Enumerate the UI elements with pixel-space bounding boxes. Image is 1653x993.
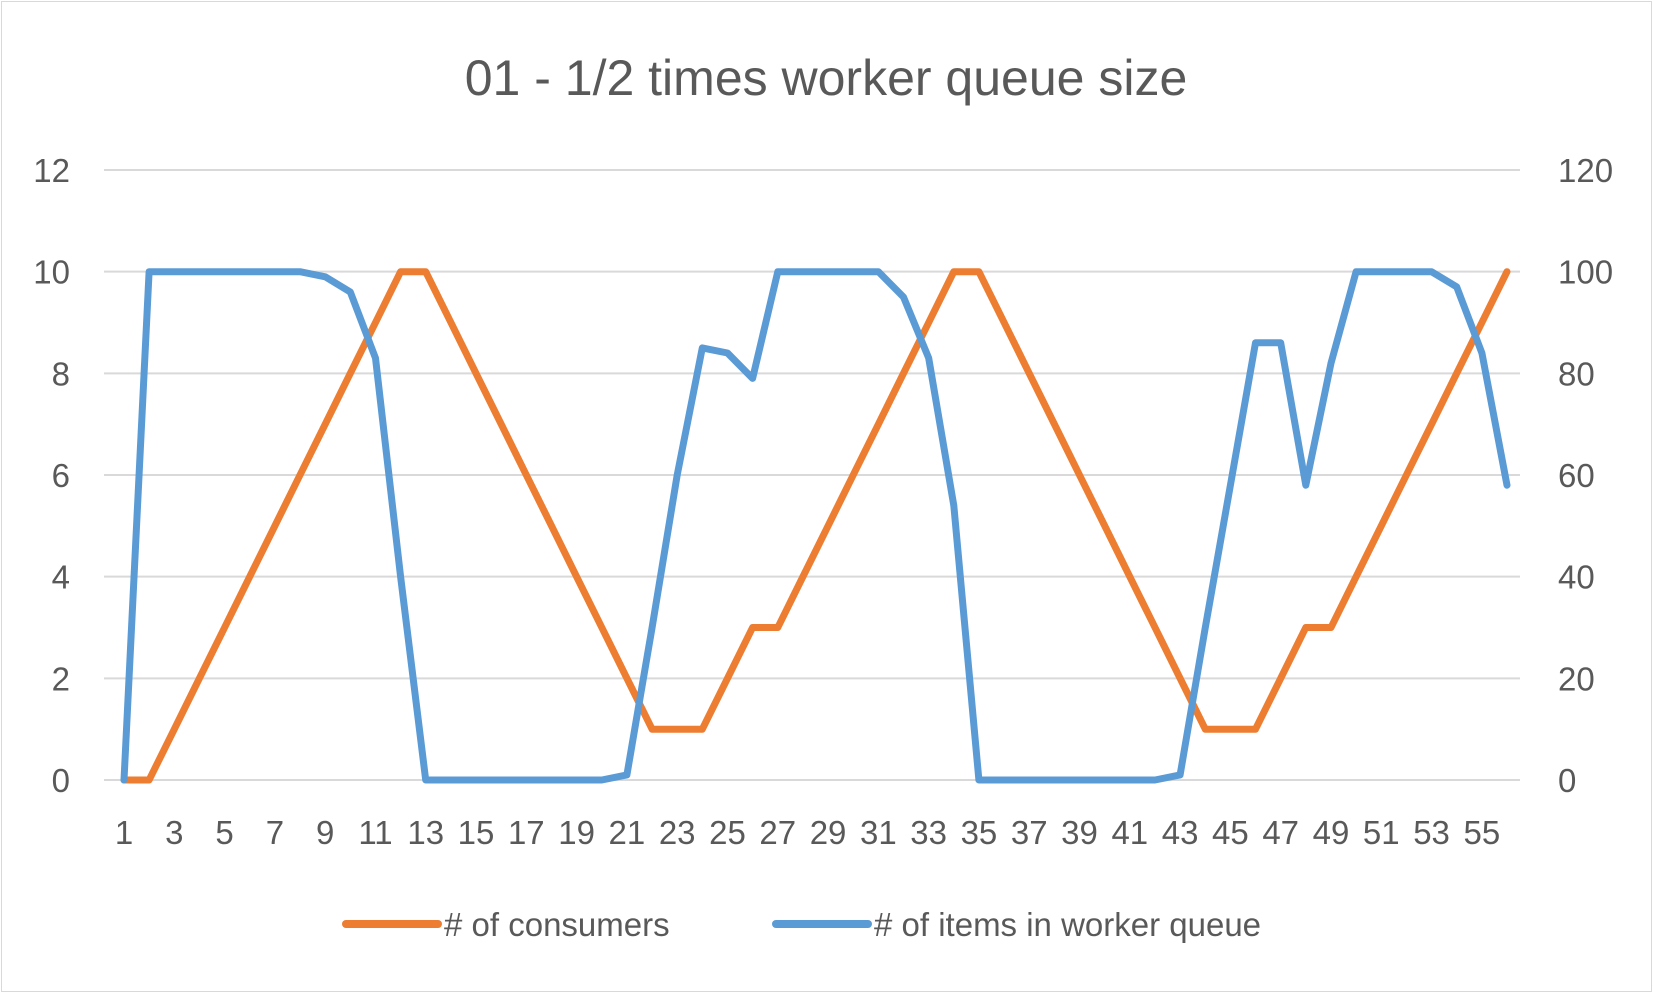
right-y-tick-label: 100 (1558, 254, 1613, 291)
legend-label: # of consumers (444, 906, 670, 943)
x-tick-label: 17 (508, 814, 545, 851)
left-y-tick-label: 4 (52, 559, 70, 596)
series-line-2 (120, 268, 1511, 784)
x-tick-label: 11 (358, 814, 392, 851)
right-y-axis: 0 20 40 60 80 100 120 (1558, 152, 1613, 799)
left-y-tick-label: 0 (52, 762, 70, 799)
legend-label: # of items in worker queue (874, 906, 1261, 943)
x-tick-label: 5 (215, 814, 233, 851)
x-tick-label: 39 (1061, 814, 1098, 851)
x-tick-label: 27 (759, 814, 796, 851)
x-tick-label: 33 (910, 814, 947, 851)
chart-title: 01 - 1/2 times worker queue size (465, 50, 1188, 106)
x-tick-label: 3 (165, 814, 183, 851)
right-y-tick-label: 40 (1558, 559, 1595, 596)
x-tick-label: 29 (810, 814, 847, 851)
right-y-tick-label: 20 (1558, 660, 1595, 697)
x-tick-label: 7 (266, 814, 284, 851)
x-tick-label: 47 (1262, 814, 1299, 851)
x-tick-label: 19 (558, 814, 595, 851)
right-y-tick-label: 60 (1558, 457, 1595, 494)
left-y-tick-label: 6 (52, 457, 70, 494)
left-y-tick-label: 2 (52, 660, 70, 697)
x-tick-label: 23 (659, 814, 696, 851)
x-tick-label: 43 (1162, 814, 1199, 851)
x-tick-label: 21 (609, 814, 646, 851)
x-tick-label: 49 (1313, 814, 1350, 851)
right-y-tick-label: 120 (1558, 152, 1613, 189)
x-tick-label: 15 (458, 814, 495, 851)
x-axis: 1 3 5 7 9 11 13 15 17 19 21 23 25 27 29 31 33 35 37 39 41 43 4… (115, 814, 1500, 851)
x-tick-label: 37 (1011, 814, 1048, 851)
series-lines (120, 268, 1511, 784)
left-y-axis: 0 2 4 6 8 10 12 (33, 152, 70, 799)
legend: # of consumers # of items in worker queue (342, 906, 1261, 943)
x-tick-label: 53 (1413, 814, 1450, 851)
right-y-tick-label: 80 (1558, 355, 1595, 392)
x-tick-label: 51 (1363, 814, 1400, 851)
x-tick-label: 13 (407, 814, 444, 851)
x-tick-label: 9 (316, 814, 334, 851)
x-tick-label: 41 (1111, 814, 1148, 851)
left-y-tick-label: 12 (33, 152, 70, 189)
right-y-tick-label: 0 (1558, 762, 1576, 799)
x-tick-label: 55 (1463, 814, 1500, 851)
left-y-tick-label: 10 (33, 254, 70, 291)
x-tick-label: 45 (1212, 814, 1249, 851)
x-tick-label: 25 (709, 814, 746, 851)
left-y-tick-label: 8 (52, 355, 70, 392)
series-line-1 (120, 268, 1511, 784)
x-tick-label: 35 (961, 814, 998, 851)
x-tick-label: 31 (860, 814, 897, 851)
x-tick-label: 1 (115, 814, 133, 851)
